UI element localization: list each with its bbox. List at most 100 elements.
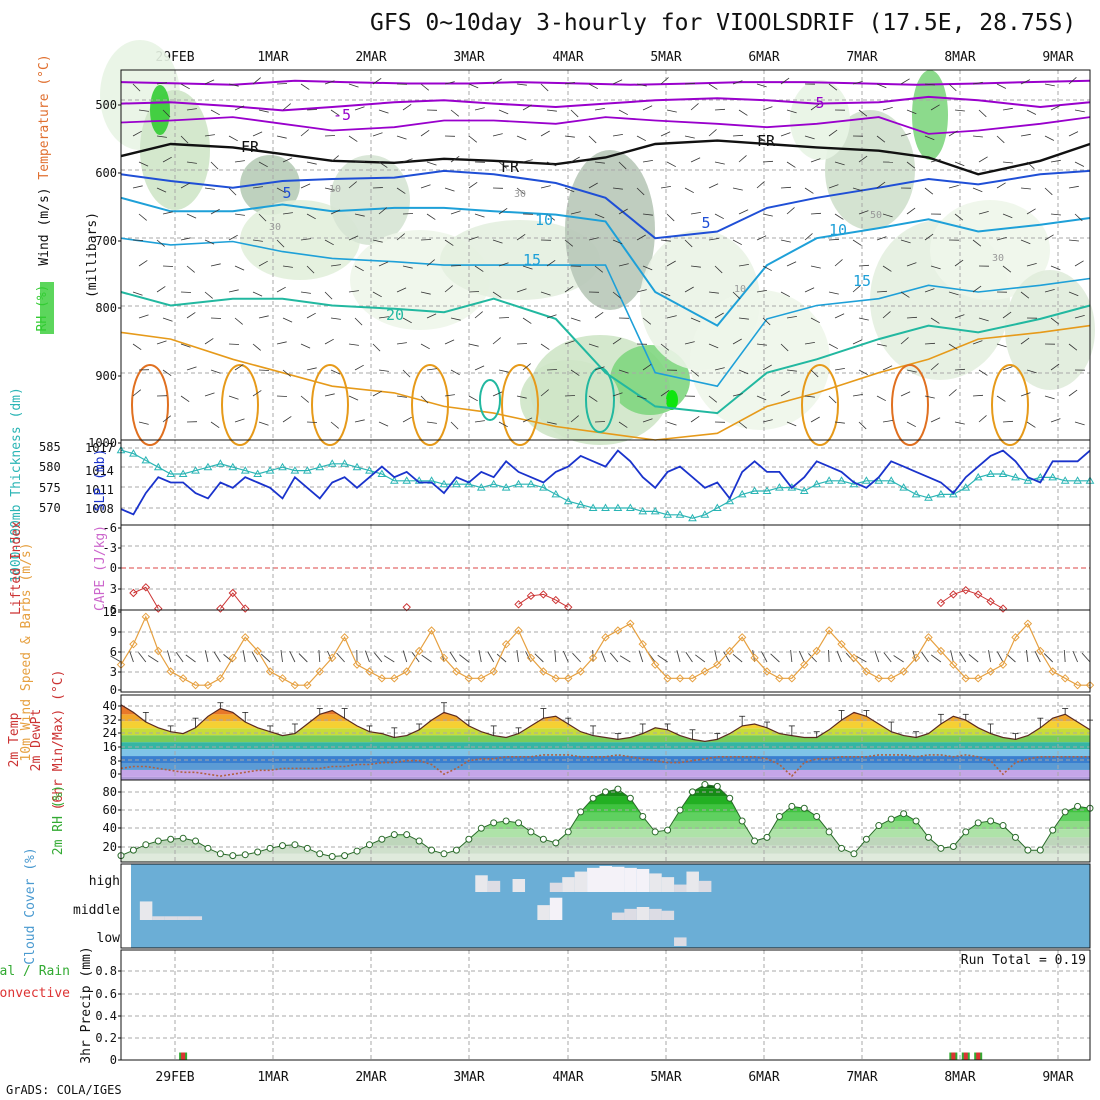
wind10m-barb <box>685 651 693 663</box>
thickness-marker-point <box>700 510 710 518</box>
wind-speed-marker-point <box>1023 619 1033 628</box>
wind-speed-marker-point <box>775 674 784 683</box>
wind-barb <box>546 369 558 371</box>
cloud-ylabel: Cloud Cover (%) <box>23 847 38 964</box>
wind-speed-marker-point <box>327 653 337 663</box>
wind-barb <box>156 135 167 138</box>
thickness-marker-point <box>998 469 1008 477</box>
rh-marker-point <box>192 837 200 845</box>
slp-ylabel-part-0: SLP (mb) <box>93 449 108 512</box>
thickness-ytick-label: 570 <box>39 501 61 515</box>
rh-marker-point <box>577 808 585 816</box>
wind-barb <box>1020 291 1030 299</box>
temperature-loop <box>131 364 169 446</box>
wind-barb <box>300 183 311 189</box>
wind-barb <box>186 108 197 111</box>
wind-barb <box>546 314 557 319</box>
wind-barb <box>1026 369 1037 374</box>
date-label-top: 3MAR <box>453 50 484 65</box>
thickness-ytick-label: 575 <box>39 481 61 495</box>
temp-line <box>120 704 1091 743</box>
wind-barb <box>684 135 695 139</box>
lifted-index-marker-point <box>514 600 523 609</box>
wind-barb <box>564 135 575 138</box>
wind-barb <box>522 159 533 163</box>
wind-barb <box>1074 161 1085 167</box>
wind-speed-marker-point <box>452 667 461 676</box>
wind-barb <box>786 421 797 427</box>
wind-speed-line <box>120 615 1090 686</box>
wind10m-barb <box>638 650 644 663</box>
wind-barb <box>474 311 483 319</box>
lifted-yticks-label: -6 <box>103 521 117 535</box>
wind-barb <box>810 158 821 163</box>
rh-marker-point <box>1036 846 1044 854</box>
wind-barb <box>900 337 909 345</box>
wind-barb <box>276 83 288 85</box>
thickness-marker-point <box>874 476 884 484</box>
temperature-contour <box>120 324 1091 441</box>
rh-marker-point <box>428 846 436 854</box>
wind-barb <box>714 265 723 274</box>
thickness-marker-point <box>389 476 399 484</box>
wind10m-barb <box>657 654 668 663</box>
wind-barb <box>252 390 262 397</box>
wind-barb <box>1044 289 1055 293</box>
wind-speed-marker-point <box>626 619 635 628</box>
thickness-marker-point <box>961 483 971 491</box>
slp-hgrid <box>121 447 1090 509</box>
wind-barb <box>468 291 480 293</box>
thickness-marker-point <box>315 462 325 471</box>
wind-barb <box>876 343 887 347</box>
wind-speed-marker-point <box>961 674 970 683</box>
wind-barb <box>612 337 622 345</box>
wind10m-barb <box>289 651 296 663</box>
cloud-cell <box>177 916 190 920</box>
wind-barb <box>924 83 935 86</box>
wind-barb <box>252 131 263 137</box>
wind-barb <box>132 83 141 92</box>
precip-bar-convective <box>181 1052 186 1060</box>
wind-barb <box>756 343 767 346</box>
wind-barb <box>924 187 934 195</box>
wind-barb <box>948 343 958 350</box>
wind-barb <box>540 343 550 350</box>
wind10m-barb <box>808 653 818 663</box>
rh-blob <box>912 70 948 160</box>
wind-barb <box>372 132 383 137</box>
wind-barb <box>258 369 270 371</box>
rh-marker-point <box>316 850 324 858</box>
thickness-marker-point <box>1011 472 1020 481</box>
wind-barb <box>420 184 431 189</box>
wind-speed-marker-point <box>675 674 685 683</box>
temperature-loop <box>991 364 1029 446</box>
thickness-marker-point <box>775 483 784 491</box>
wind-barb <box>594 366 605 371</box>
rh-marker-point <box>1074 802 1082 810</box>
wind-barb <box>636 234 646 241</box>
wind-barb <box>1074 260 1084 267</box>
wind-speed-marker-point <box>129 639 138 649</box>
date-label-bottom: 2MAR <box>355 1070 386 1085</box>
wind-barb <box>996 237 1007 241</box>
thickness-marker-point <box>228 462 238 471</box>
wind-barb <box>180 343 191 348</box>
wind-barb <box>354 265 364 272</box>
wind-barb <box>516 233 526 241</box>
wind-barb <box>882 311 891 319</box>
wind-barb <box>276 239 285 248</box>
lifted-yticks-label: -3 <box>103 541 117 555</box>
wind10m-barb <box>487 651 495 663</box>
wind-speed-marker-point <box>837 639 846 649</box>
wind-barb <box>276 187 286 194</box>
wind-barb <box>738 209 749 215</box>
rh-blob <box>240 200 360 280</box>
wind-barb <box>666 109 677 113</box>
wind-barb <box>1026 263 1037 267</box>
date-label-bottom: 1MAR <box>257 1070 288 1085</box>
thickness-marker-point <box>240 466 250 474</box>
wind-barb <box>594 161 605 164</box>
wind-barb <box>330 209 341 215</box>
wind-speed-marker-point <box>688 674 697 683</box>
